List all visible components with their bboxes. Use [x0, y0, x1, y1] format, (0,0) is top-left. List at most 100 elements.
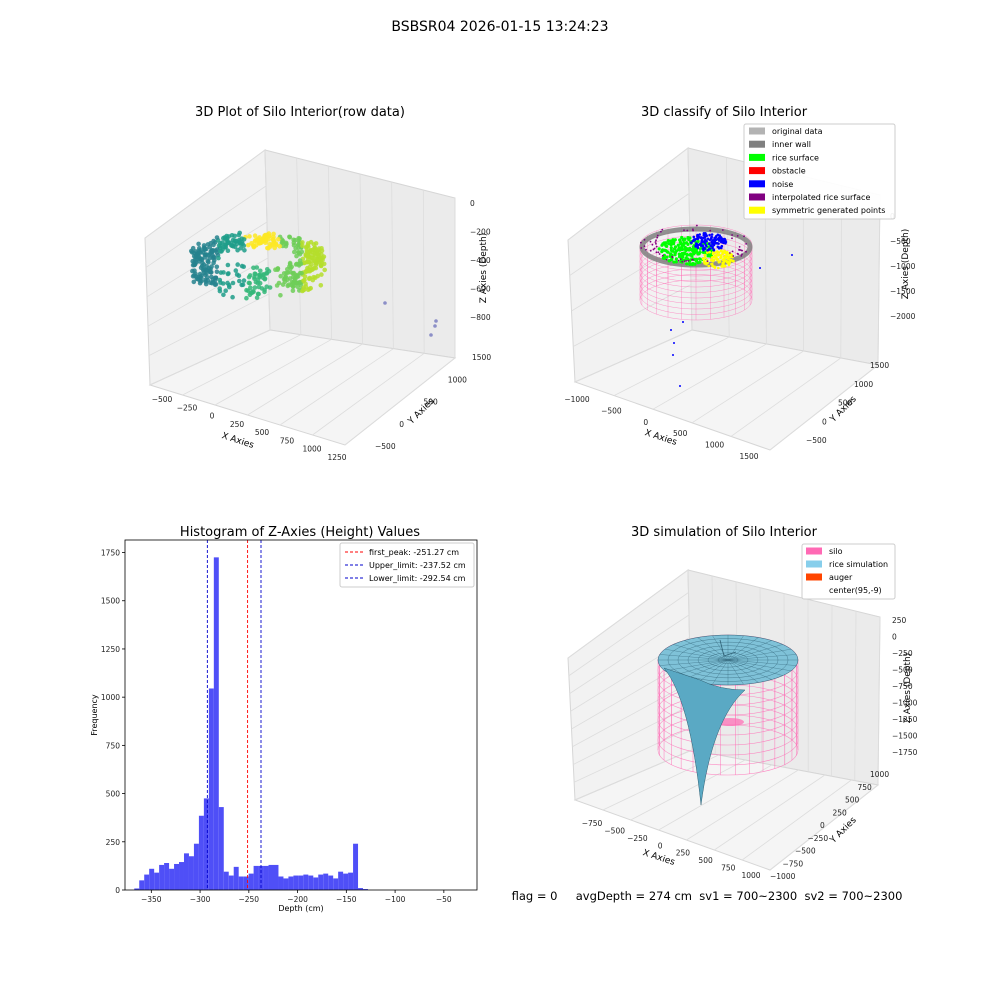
histogram-bar — [278, 876, 284, 890]
symmetric-point — [706, 251, 709, 254]
classify-legend-box — [743, 123, 896, 220]
rice-surface-point — [682, 241, 686, 245]
rice-surface-mesh-line — [727, 637, 759, 661]
rice-surface-point — [664, 241, 668, 245]
histogram-bar — [318, 874, 324, 890]
interpolated-point — [741, 249, 743, 252]
raw-point — [245, 242, 251, 248]
rice-surface-point — [663, 248, 667, 252]
noise-outlier-point — [682, 321, 684, 323]
noise-point — [720, 240, 724, 244]
raw-point — [230, 280, 236, 286]
raw-point — [242, 248, 247, 253]
interpolated-point — [683, 229, 685, 232]
rice-surface-point — [667, 242, 671, 246]
simulation-z-tick: −250 — [892, 649, 913, 658]
interpolated-point — [721, 229, 724, 231]
interpolated-point — [656, 236, 659, 239]
rice-surface-point — [685, 253, 689, 257]
simulation-legend-label: auger — [829, 573, 853, 582]
raw-point — [197, 246, 202, 251]
interpolated-point — [649, 249, 652, 252]
rice-surface-point — [666, 250, 670, 254]
histogram-bar — [223, 871, 229, 890]
histogram-bar — [134, 888, 140, 890]
noise-point — [708, 242, 711, 245]
raw-point — [264, 284, 270, 290]
raw-point — [274, 283, 280, 288]
raw-point — [290, 274, 296, 280]
raw-y-tick: −500 — [375, 442, 396, 451]
raw-point — [244, 287, 249, 293]
noise-point — [712, 248, 716, 251]
simulation-z-tick: 0 — [892, 633, 897, 642]
interpolated-point — [745, 243, 747, 245]
raw-y-tick: 0 — [399, 420, 404, 429]
raw-point — [240, 282, 246, 288]
simulation-x-tick: 0 — [658, 841, 663, 850]
interpolated-point — [738, 249, 741, 251]
histogram-bar — [248, 873, 254, 890]
simulation-legend-label: rice simulation — [829, 560, 888, 569]
raw-y-tick: 500 — [424, 398, 439, 407]
interpolated-point — [660, 230, 662, 233]
histogram-bar — [213, 557, 219, 890]
rice-surface-point — [685, 262, 689, 266]
raw-outlier-point — [433, 324, 437, 328]
symmetric-point — [732, 259, 735, 263]
symmetric-point — [730, 255, 733, 258]
histogram-x-tick-label: −250 — [238, 895, 259, 904]
raw-point — [258, 268, 263, 274]
interpolated-point — [661, 228, 664, 231]
histogram-bar — [164, 863, 170, 890]
classify-y-tick: 1500 — [870, 361, 889, 370]
rice-surface-mesh-line — [727, 659, 759, 683]
symmetric-point — [708, 250, 711, 254]
raw-point — [208, 280, 213, 286]
gridline — [147, 257, 269, 327]
histogram-frame — [124, 539, 478, 891]
raw-point — [190, 245, 196, 251]
gridline — [574, 749, 693, 801]
rice-surface-point — [676, 243, 680, 247]
raw-point — [263, 240, 268, 245]
raw-point — [269, 242, 275, 248]
raw-z-tick: 0 — [470, 199, 475, 208]
raw-point — [289, 282, 294, 288]
raw-point — [192, 268, 197, 274]
histogram-bar — [343, 873, 349, 890]
histogram-bar — [293, 875, 299, 890]
histogram-bar — [363, 889, 368, 890]
histogram-reference-lines — [206, 540, 262, 890]
raw-point — [216, 255, 221, 261]
rice-surface-mesh-line — [727, 644, 783, 661]
symmetric-point — [712, 265, 715, 268]
raw-point — [192, 261, 198, 267]
interpolated-point — [736, 252, 739, 255]
gridline — [730, 357, 842, 437]
interpolated-point — [692, 259, 694, 261]
gridline — [741, 779, 852, 861]
gridline — [854, 611, 857, 781]
histogram-ticks: −350 −300 −250 −200 −150 −100 −50 0 250 500 750 100… — [101, 549, 452, 905]
noise-point — [696, 246, 700, 250]
simulation-legend-label: silo — [829, 547, 843, 556]
raw-point — [234, 272, 240, 277]
interpolated-point — [681, 260, 684, 263]
rice-surface-point — [680, 251, 684, 256]
raw-z-tick: −800 — [470, 313, 491, 322]
raw-point — [310, 277, 316, 283]
raw-point — [239, 263, 245, 269]
interpolated-point — [731, 237, 733, 240]
symmetric-point — [722, 258, 725, 262]
symmetric-point — [716, 257, 719, 261]
interpolated-point — [643, 238, 646, 241]
raw-point — [230, 294, 235, 300]
raw-z-tick: −400 — [470, 256, 491, 265]
histogram-legend: first_peak: -251.27 cm Upper_limit: -237.… — [339, 542, 475, 588]
interpolated-point — [709, 229, 712, 232]
simulation-x-axis-label: X Axies — [641, 848, 676, 868]
raw-point — [310, 249, 316, 255]
noise-point — [693, 238, 697, 241]
interpolated-point — [665, 258, 668, 261]
